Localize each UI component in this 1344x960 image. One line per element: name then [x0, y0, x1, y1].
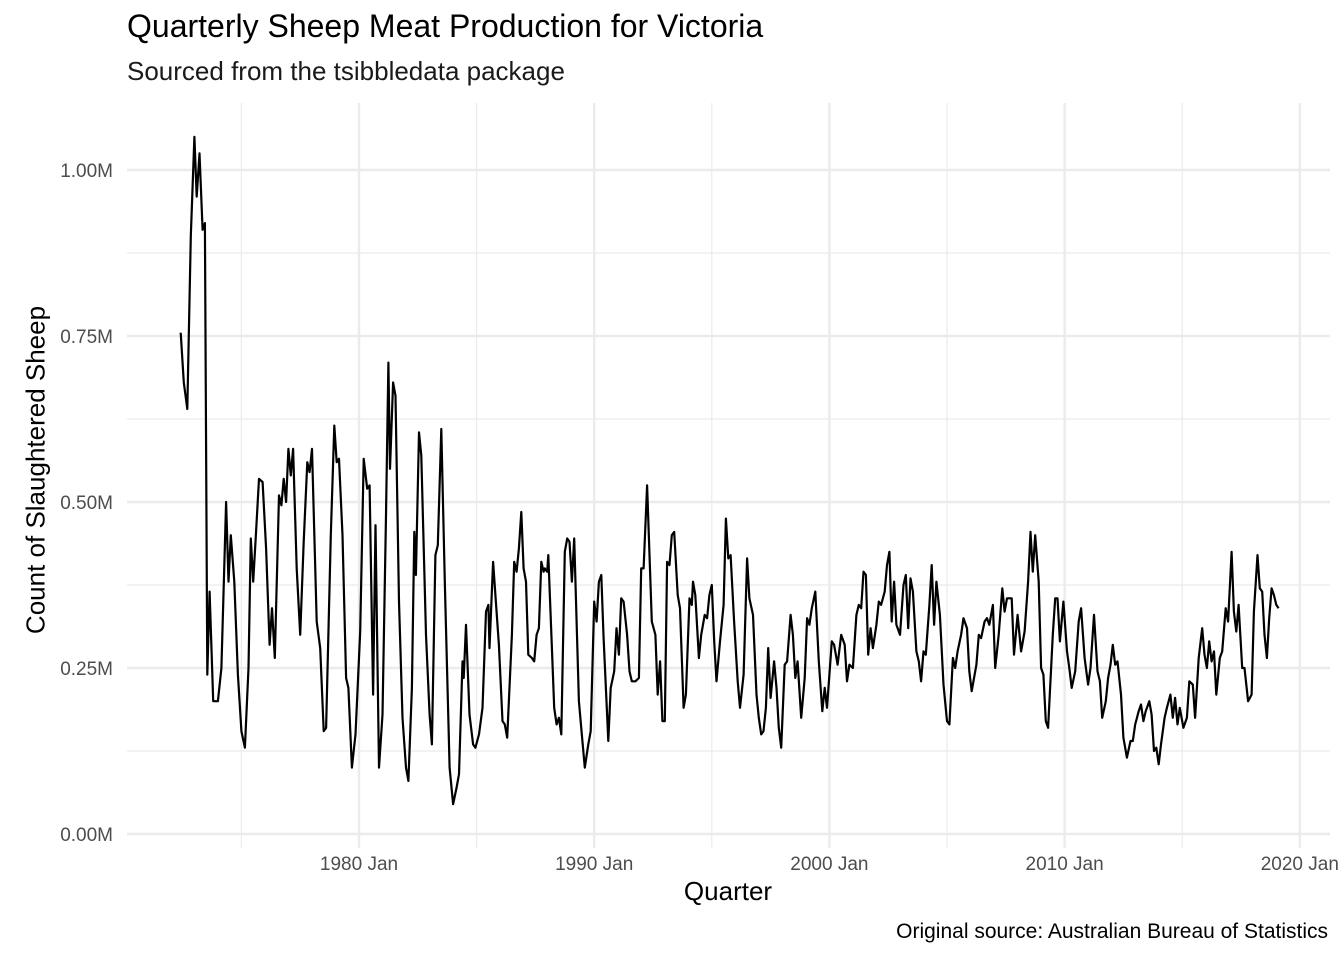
series-line [179, 135, 1280, 806]
y-axis-ticks: 0.00M 0.25M 0.50M 0.75M 1.00M [60, 161, 113, 846]
chart-title: Quarterly Sheep Meat Production for Vict… [127, 8, 764, 44]
y-tick-label: 1.00M [60, 161, 113, 182]
y-tick-label: 0.50M [60, 493, 113, 514]
chart-caption: Original source: Australian Bureau of St… [896, 920, 1328, 943]
chart-subtitle: Sourced from the tsibbledata package [127, 56, 565, 86]
major-gridlines [127, 103, 1330, 848]
y-tick-label: 0.75M [60, 327, 113, 348]
x-tick-label: 2010 Jan [1026, 854, 1104, 875]
x-tick-label: 1990 Jan [555, 854, 633, 875]
y-tick-label: 0.00M [60, 825, 113, 846]
x-tick-label: 1980 Jan [320, 854, 398, 875]
x-axis-ticks: 1980 Jan 1990 Jan 2000 Jan 2010 Jan 2020 Jan [320, 854, 1339, 875]
minor-gridlines [127, 103, 1330, 848]
x-tick-label: 2000 Jan [790, 854, 868, 875]
x-axis-label: Quarter [683, 876, 773, 906]
series-layer [179, 135, 1280, 806]
y-tick-label: 0.25M [60, 659, 113, 680]
x-tick-label: 2020 Jan [1261, 854, 1339, 875]
